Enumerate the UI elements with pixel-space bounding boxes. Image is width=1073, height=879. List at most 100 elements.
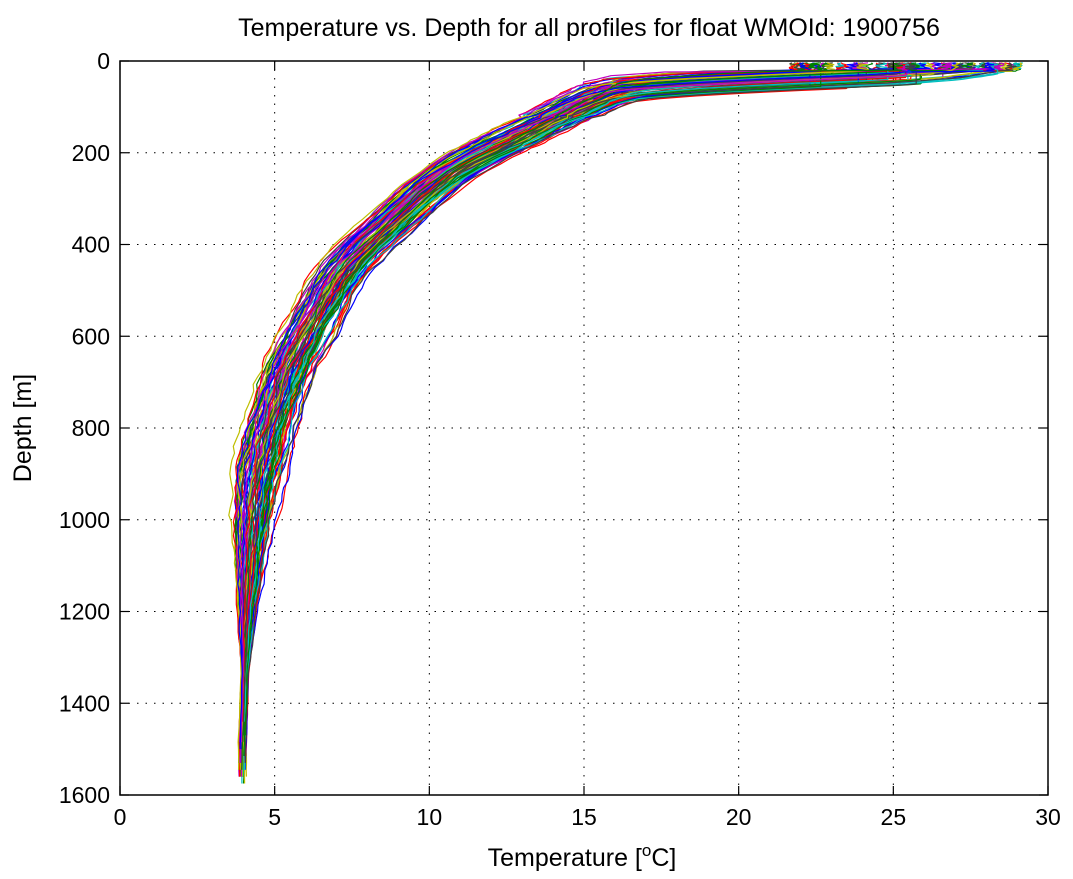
temperature-profile-line [243,62,911,729]
temperature-profile-line [240,62,908,743]
temperature-profile-line [243,62,822,757]
temperature-profile-line [234,62,964,722]
temperature-profile-line [242,62,976,743]
x-tick-label: 30 [1035,804,1061,830]
temperature-profile-line [240,62,888,750]
x-tick-label: 10 [417,804,443,830]
temperature-profile-line [244,62,907,757]
temperature-profile-line [236,62,965,770]
temperature-profile-line [241,62,816,750]
temperature-profile-line [244,62,1007,750]
temperature-profile-line [234,62,1002,763]
y-tick-label: 600 [72,323,110,349]
temperature-profile-line [241,62,974,770]
temperature-profile-line [236,62,995,750]
temperature-profile-line [244,62,999,722]
temperature-profile-line [241,62,928,777]
temperature-profile-line [245,62,897,757]
temperature-profile-line [242,62,1017,736]
temperature-profile-line [243,62,867,736]
temperature-profile-line [242,62,973,777]
x-tick-label: 15 [571,804,597,830]
temperature-profile-line [233,62,903,777]
x-tick-label: 25 [881,804,907,830]
temperature-profile-line [237,62,900,777]
temperature-profile-line [244,62,904,736]
x-tick-label: 20 [726,804,752,830]
x-axis-ticks: 0 5 10 15 20 25 30 [114,61,1061,830]
temperature-profile-line [241,62,827,736]
y-tick-label: 1400 [59,690,110,716]
y-tick-label: 200 [72,140,110,166]
temperature-profile-line [243,62,989,777]
temperature-profile-line [239,62,987,777]
y-tick-label: 400 [72,232,110,258]
temperature-profile-line [240,62,901,743]
temperature-profile-line [240,62,917,750]
temperature-profile-line [241,62,907,722]
temperature-profile-line [241,62,847,729]
x-tick-label: 0 [114,804,127,830]
temperature-profile-line [242,62,1018,777]
y-axis-label: Depth [m] [9,374,37,482]
temperature-profile-line [241,62,930,777]
temperature-profile-line [244,62,917,763]
temperature-profile-line [246,62,859,736]
temperature-profile-line [241,62,901,784]
temperature-profile-line [242,62,972,729]
temperature-profile-line [245,62,1023,736]
temperature-profile-line [242,62,884,770]
temperature-profile-line [245,62,945,722]
temperature-profile-line [244,62,1023,722]
temperature-profile-line [241,62,953,736]
temperature-profile-line [245,62,997,729]
y-tick-label: 0 [97,48,110,74]
temperature-profile-line [237,62,1023,722]
temperature-profile-line [241,62,1013,743]
temperature-profile-line [233,62,803,743]
temperature-profile-line [243,62,945,777]
temperature-profile-line [241,62,863,750]
temperature-profile-line [239,62,825,763]
temperature-profile-line [234,62,951,777]
temperature-profile-line [241,62,979,729]
temperature-profile-line [240,62,864,763]
temperature-profile-line [243,62,935,784]
temperature-profile-line [243,62,802,777]
temperature-profile-line [244,62,912,736]
temperature-profile-line [242,62,898,736]
temperature-profile-line [236,62,959,722]
temperature-profile-line [233,62,822,750]
temperature-profile-line [244,62,850,729]
temperature-profile-line [235,62,834,736]
temperature-profile-line [239,62,802,763]
temperature-profile-line [236,62,901,763]
temperature-profile-line [243,62,848,777]
y-tick-label: 1200 [59,599,110,625]
temperature-profile-line [232,62,913,777]
temperature-profile-line [243,62,998,763]
temperature-profile-line [235,62,869,743]
temperature-profile-line [243,62,809,722]
temperature-profile-line [241,62,976,757]
temperature-profile-line [242,62,817,770]
x-axis-label: Temperature [oC] [488,841,677,872]
x-tick-label: 5 [268,804,281,830]
temperature-profile-line [241,62,922,750]
temperature-profiles [228,62,1023,784]
temperature-profile-line [244,62,874,729]
temperature-profile-line [238,62,918,750]
temperature-profile-line [243,62,909,777]
chart-title: Temperature vs. Depth for all profiles f… [238,14,940,42]
y-tick-label: 1000 [59,507,110,533]
y-tick-label: 800 [72,415,110,441]
temperature-profile-line [243,62,999,722]
y-axis-ticks: 0 200 400 600 800 1000 1200 1400 1600 [59,48,1048,808]
y-tick-label: 1600 [59,782,110,808]
temperature-profile-line [244,62,923,743]
temperature-profile-line [243,62,995,743]
temperature-profile-line [240,62,984,750]
temperature-profile-line [245,62,962,777]
temperature-profile-line [228,62,869,770]
